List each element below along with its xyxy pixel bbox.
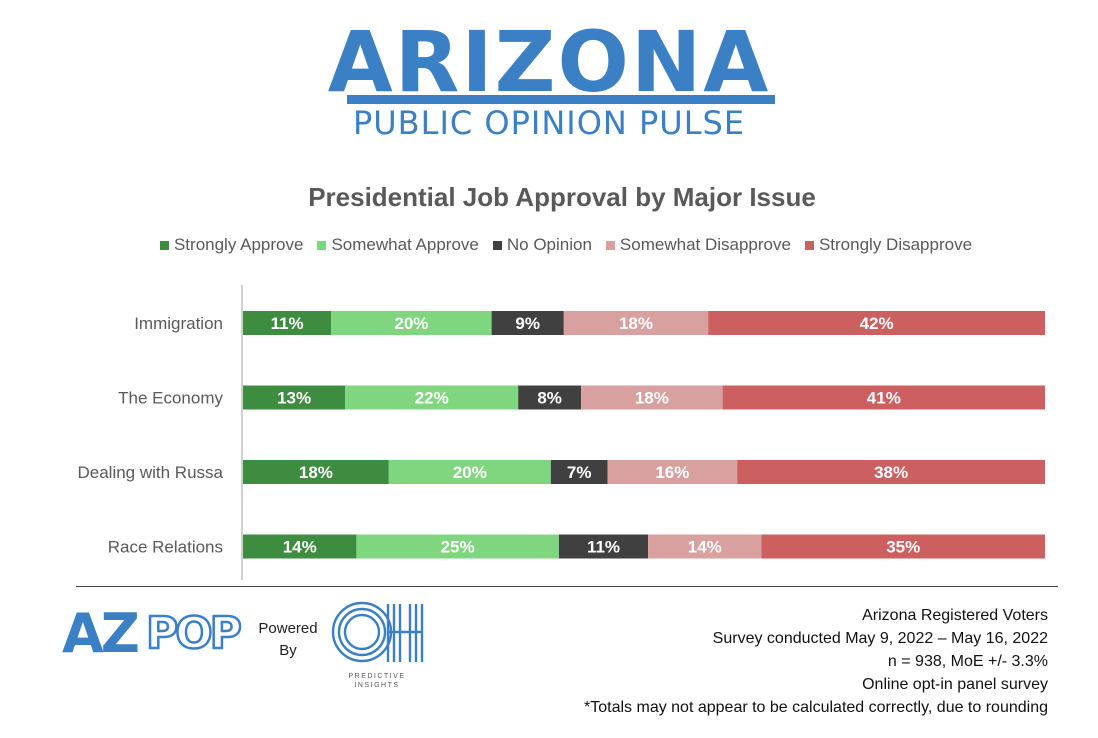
bar-data-label: 35% xyxy=(886,538,920,557)
bar-data-label: 18% xyxy=(635,389,669,408)
chart-title: Presidential Job Approval by Major Issue xyxy=(308,182,816,212)
bar-data-label: 22% xyxy=(415,389,449,408)
note-line: Survey conducted May 9, 2022 – May 16, 2… xyxy=(712,630,1048,647)
note-line: *Totals may not appear to be calculated … xyxy=(584,699,1048,716)
bar-segment xyxy=(563,311,709,335)
bar-data-label: 7% xyxy=(567,463,592,482)
bar-segment xyxy=(648,534,762,559)
arizona-pop-logo: ARIZONA PUBLIC OPINION PULSE xyxy=(0,0,1098,150)
legend-item-strongly-approve: Strongly Approve xyxy=(159,235,304,255)
bar-data-label: 42% xyxy=(860,314,894,333)
by-line: By xyxy=(279,642,297,659)
bar-data-label: 20% xyxy=(453,463,487,482)
note-line: n = 938, MoE +/- 3.3% xyxy=(887,653,1048,670)
legend-item-no-opinion: No Opinion xyxy=(492,235,592,255)
bar-segment xyxy=(761,534,1045,559)
logo-wordmark: ARIZONA xyxy=(327,13,771,111)
bar-segment xyxy=(722,385,1045,410)
bar-data-label: 8% xyxy=(537,389,562,408)
legend-label: Somewhat Approve xyxy=(331,235,479,254)
bar-segment xyxy=(607,460,738,484)
legend-label: Strongly Approve xyxy=(173,235,304,254)
oh-caption-line: PREDICTIVE xyxy=(348,673,406,680)
survey-notes: Arizona Registered Voters Survey conduct… xyxy=(584,604,1048,719)
note-line: Arizona Registered Voters xyxy=(862,607,1048,624)
bar-segment xyxy=(708,311,1045,335)
legend-item-somewhat-disapprove: Somewhat Disapprove xyxy=(605,235,791,255)
legend-item-somewhat-approve: Somewhat Approve xyxy=(317,235,479,255)
bar-segment xyxy=(581,385,723,410)
stacked-bar-chart: Immigration 11% 20% 9% 18% 42% The Economy 13% 2… xyxy=(77,285,1045,580)
azpop-logo: AZ POP xyxy=(62,608,245,656)
bar-segment xyxy=(243,311,332,335)
bar-segment xyxy=(558,534,649,559)
legend-swatch xyxy=(492,240,502,250)
bar-data-label: 14% xyxy=(283,538,317,557)
bar-data-label: 13% xyxy=(277,389,311,408)
note-line: Online opt-in panel survey xyxy=(862,676,1048,693)
category-label: Race Relations xyxy=(108,538,223,557)
chart-legend: Strongly Approve Somewhat Approve No Opi… xyxy=(0,235,1098,255)
bar-segment xyxy=(388,460,551,484)
azpop-pop: POP xyxy=(146,608,241,656)
powered-line: Powered xyxy=(258,620,318,637)
legend-swatch xyxy=(159,240,169,250)
logo-subtitle: PUBLIC OPINION PULSE xyxy=(352,104,746,142)
legend-item-strongly-disapprove: Strongly Disapprove xyxy=(804,235,973,255)
category-label: The Economy xyxy=(118,389,223,408)
legend-swatch xyxy=(317,240,327,250)
oh-caption-line: INSIGHTS xyxy=(354,682,400,689)
legend-swatch xyxy=(804,240,814,250)
category-label: Immigration xyxy=(134,314,223,333)
bar-data-label: 14% xyxy=(688,538,722,557)
oh-logo-caption: PREDICTIVE INSIGHTS xyxy=(324,672,430,690)
oh-logo-mark xyxy=(331,601,424,663)
bar-segment xyxy=(491,311,564,335)
bar-data-label: 18% xyxy=(299,463,333,482)
oh-predictive-insights-logo xyxy=(331,601,424,663)
bar-data-label: 18% xyxy=(619,314,653,333)
legend-label: No Opinion xyxy=(506,235,592,254)
powered-by-text: Powered By xyxy=(250,618,326,662)
bar-data-label: 20% xyxy=(394,314,428,333)
bar-data-label: 16% xyxy=(655,463,689,482)
bar-data-label: 11% xyxy=(271,314,304,333)
logo-underline xyxy=(347,95,775,104)
bar-segment xyxy=(345,385,519,410)
legend-label: Somewhat Disapprove xyxy=(619,235,791,254)
category-label: Dealing with Russa xyxy=(77,463,223,482)
footer-divider xyxy=(76,586,1058,587)
legend-swatch xyxy=(605,240,615,250)
bar-segment xyxy=(356,534,559,559)
bar-data-label: 25% xyxy=(441,538,475,557)
bar-segment xyxy=(243,385,346,410)
bar-segment xyxy=(737,460,1045,484)
legend-label: Strongly Disapprove xyxy=(818,235,973,254)
bar-data-label: 38% xyxy=(874,463,908,482)
bar-segment xyxy=(550,460,608,484)
bar-data-label: 41% xyxy=(867,389,901,408)
bar-segment xyxy=(243,534,357,559)
bar-segment xyxy=(243,460,389,484)
bar-segment xyxy=(331,311,492,335)
bar-segment xyxy=(518,385,582,410)
azpop-az: AZ xyxy=(62,608,138,656)
bar-data-label: 9% xyxy=(515,314,540,333)
bar-data-label: 11% xyxy=(587,538,620,557)
